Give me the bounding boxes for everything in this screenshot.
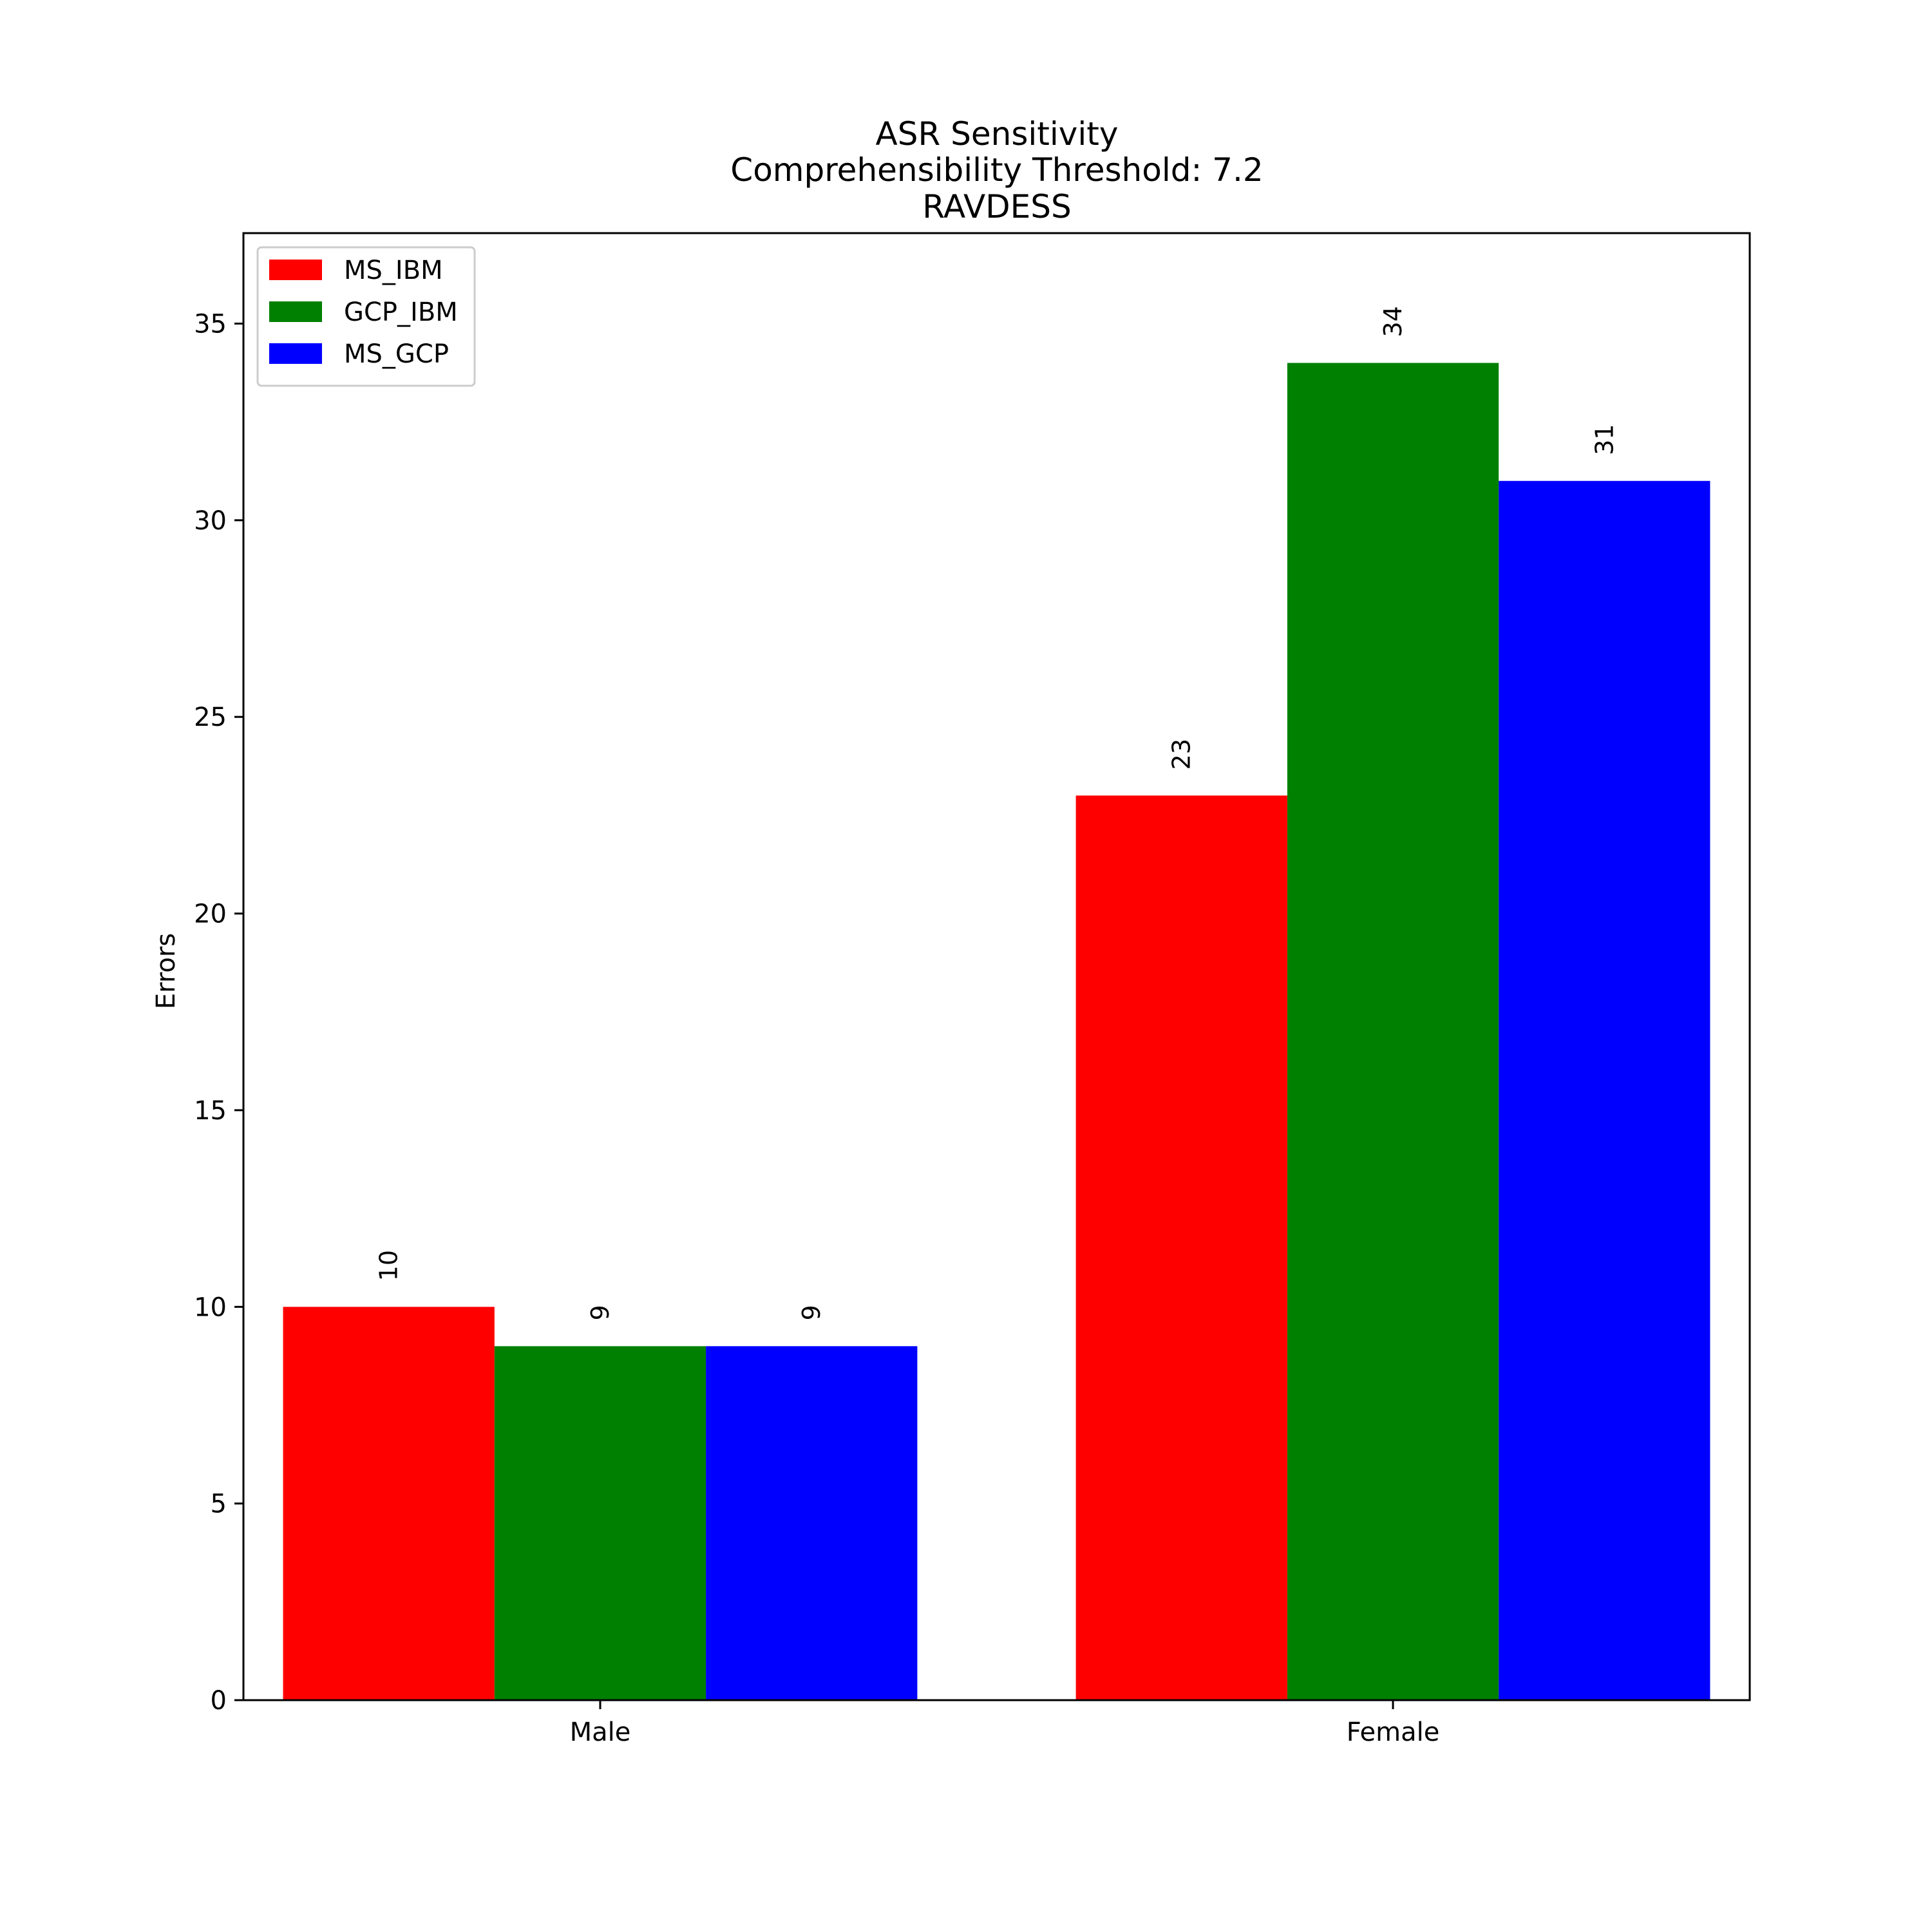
legend-label-ms_gcp: MS_GCP (344, 339, 449, 369)
bars-group (283, 363, 1710, 1700)
bar-ms_gcp-male (706, 1346, 918, 1700)
legend-swatch-gcp_ibm (269, 301, 322, 322)
data-label-gcp_ibm-male: 9 (586, 1305, 614, 1320)
y-tick-label: 15 (194, 1096, 227, 1126)
y-tick-label: 35 (194, 309, 227, 339)
data-label-ms_ibm-male: 10 (375, 1250, 403, 1281)
y-tick-label: 5 (211, 1490, 227, 1519)
bar-ms_ibm-male (283, 1307, 495, 1700)
y-axis: 0 5 10 15 20 25 30 35 (194, 309, 243, 1716)
chart-title-line-2: Comprehensibility Threshold: 7.2 (730, 151, 1263, 189)
plot-frame (242, 232, 1751, 1701)
x-tick-label-male: Male (570, 1718, 631, 1747)
data-labels-group: 10 23 9 34 9 31 (375, 306, 1619, 1320)
legend-swatch-ms_ibm (269, 260, 322, 280)
data-label-gcp_ibm-female: 34 (1379, 306, 1407, 337)
data-label-ms_gcp-female: 31 (1590, 424, 1618, 455)
y-tick-label: 30 (194, 506, 227, 536)
y-tick-label: 20 (194, 900, 227, 929)
legend: MS_IBM GCP_IBM MS_GCP (256, 246, 476, 387)
data-label-ms_ibm-female: 23 (1168, 739, 1196, 770)
y-tick-label: 25 (194, 703, 227, 732)
bar-gcp_ibm-female (1287, 363, 1499, 1700)
data-label-ms_gcp-male: 9 (797, 1305, 826, 1320)
bar-ms_ibm-female (1075, 795, 1287, 1700)
legend-label-ms_ibm: MS_IBM (344, 256, 443, 285)
chart-title-line-1: ASR Sensitivity (876, 115, 1119, 153)
y-tick-label: 0 (211, 1686, 227, 1716)
x-axis: Male Female (570, 1700, 1440, 1747)
x-tick-label-female: Female (1347, 1718, 1440, 1747)
chart-title: ASR Sensitivity Comprehensibility Thresh… (730, 115, 1263, 225)
bar-ms_gcp-female (1499, 480, 1710, 1700)
chart-title-line-3: RAVDESS (922, 188, 1072, 225)
bar-gcp_ibm-male (494, 1346, 706, 1700)
y-axis-label: Errors (151, 933, 181, 1009)
legend-label-gcp_ibm: GCP_IBM (344, 298, 458, 327)
legend-swatch-ms_gcp (269, 343, 322, 364)
y-tick-label: 10 (194, 1293, 227, 1322)
